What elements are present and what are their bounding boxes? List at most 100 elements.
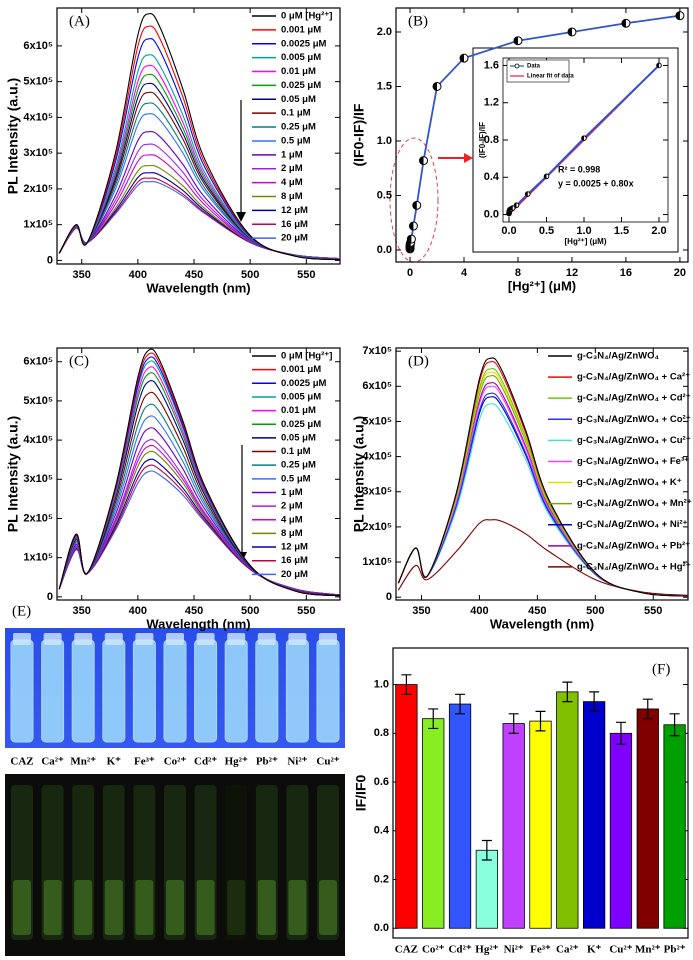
legend-label: Linear fit of data bbox=[527, 74, 574, 80]
bar bbox=[448, 703, 472, 929]
vial-cap bbox=[196, 633, 215, 645]
error-bar bbox=[455, 693, 466, 715]
bar bbox=[583, 701, 606, 929]
vial-cap bbox=[166, 633, 184, 645]
x-tick-label: 500 bbox=[241, 269, 259, 281]
vial-glow bbox=[196, 880, 215, 935]
vial bbox=[255, 639, 279, 743]
legend-label: g-C₃N₄/Ag/ZnWO₄ + Fe³⁺ bbox=[577, 456, 689, 467]
vial-label: Mn²⁺ bbox=[70, 756, 96, 768]
series-line bbox=[58, 348, 341, 597]
vial-glow bbox=[227, 880, 246, 935]
x-axis-label: Wavelength (nm) bbox=[490, 616, 594, 631]
y-axis-label: (IF0-IF)/IF bbox=[351, 103, 367, 166]
legend-label: 0.1 μM bbox=[281, 108, 311, 119]
vial bbox=[194, 639, 218, 743]
y-axis-label: PL Intensity (a.u.) bbox=[5, 78, 21, 194]
arrowhead bbox=[464, 153, 473, 163]
legend-marker bbox=[514, 63, 520, 69]
x-tick-label: K⁺ bbox=[587, 944, 602, 956]
y-tick-label: 1.5 bbox=[377, 80, 392, 92]
legend-label: 4 μM bbox=[281, 514, 303, 525]
y-tick-label: 0.4 bbox=[374, 825, 390, 837]
marker-half bbox=[412, 201, 417, 210]
plot-frame bbox=[56, 347, 341, 601]
marker-half bbox=[675, 11, 680, 20]
legend-label: g-C₃N₄/Ag/ZnWO₄ + Ni²⁺ bbox=[577, 519, 688, 530]
y-axis-label: PL Intensity (a.u.) bbox=[351, 416, 367, 532]
x-tick-label: Fe³⁺ bbox=[530, 944, 551, 956]
error-bar bbox=[401, 674, 412, 695]
y-tick-label: 1.0 bbox=[377, 135, 392, 147]
legend-label: 0.5 μM bbox=[281, 473, 311, 484]
error-bar bbox=[481, 839, 492, 861]
panel-label: (A) bbox=[69, 13, 90, 29]
vial-cap bbox=[74, 633, 93, 645]
y-tick-label: 0.2 bbox=[374, 873, 389, 885]
annotation: R² = 0.998 bbox=[558, 164, 600, 174]
legend-label: 0.001 μM bbox=[281, 24, 321, 35]
error-bar bbox=[669, 713, 680, 737]
x-tick-label: 400 bbox=[470, 605, 488, 617]
plot-frame bbox=[395, 347, 689, 601]
y-tick-label: 1x10⁵ bbox=[23, 219, 53, 231]
marker-half bbox=[621, 19, 626, 28]
vial-cap bbox=[227, 633, 246, 645]
vial-label: Hg²⁺ bbox=[225, 756, 248, 768]
marker-half bbox=[581, 135, 584, 141]
x-tick-label: 0.5 bbox=[539, 225, 554, 237]
x-tick-label: 4 bbox=[461, 267, 468, 279]
legend-label: 0.05 μM bbox=[281, 94, 316, 105]
arrowhead bbox=[236, 212, 246, 222]
x-axis-label: Wavelength (nm) bbox=[146, 280, 250, 295]
y-tick-label: 0.0 bbox=[374, 922, 389, 934]
legend-label: 2 μM bbox=[281, 163, 303, 174]
vial-dark bbox=[255, 785, 278, 940]
y-tick-label: 4x10⁵ bbox=[23, 111, 53, 123]
vial bbox=[163, 639, 187, 743]
vial bbox=[316, 639, 340, 743]
vial-label: Cu²⁺ bbox=[316, 756, 339, 768]
legend-label: g-C₃N₄/Ag/ZnWO₄ + Cd²⁺ bbox=[577, 393, 691, 404]
legend-label: Data bbox=[527, 64, 541, 70]
vial bbox=[224, 639, 248, 743]
legend-label: 12 μM bbox=[281, 205, 308, 216]
vial-label: CAZ bbox=[10, 756, 33, 768]
y-tick-label: 0 bbox=[386, 591, 392, 603]
x-tick-label: 550 bbox=[644, 605, 662, 617]
vial-dark bbox=[286, 785, 309, 940]
vial bbox=[132, 639, 156, 743]
y-tick-label: 3x10⁵ bbox=[362, 486, 392, 498]
plot-frame bbox=[56, 7, 341, 265]
vial-label: K⁺ bbox=[107, 756, 122, 768]
legend-label: 1 μM bbox=[281, 149, 303, 160]
x-tick-label: 1.0 bbox=[576, 225, 591, 237]
y-tick-label: 0 bbox=[47, 254, 53, 266]
legend-label: 0.1 μM bbox=[281, 446, 311, 457]
y-tick-label: 2x10⁵ bbox=[23, 512, 53, 524]
marker-half bbox=[513, 36, 518, 45]
y-tick-label: 1.0 bbox=[374, 678, 389, 690]
vial-glow bbox=[319, 880, 337, 935]
marker-half bbox=[407, 235, 412, 244]
bar bbox=[502, 723, 525, 929]
y-axis-label: IF/IF0 bbox=[353, 775, 369, 812]
series-line bbox=[58, 12, 341, 261]
y-tick-label: 7x10⁵ bbox=[362, 345, 392, 357]
x-tick-label: 550 bbox=[297, 605, 315, 617]
legend-label: 0.25 μM bbox=[281, 460, 316, 471]
x-tick-label: Ca²⁺ bbox=[556, 944, 579, 956]
x-tick-label: CAZ bbox=[395, 944, 418, 956]
marker-half bbox=[433, 82, 438, 91]
bar bbox=[422, 718, 445, 929]
y-tick-label: 0.6 bbox=[374, 776, 389, 788]
vial bbox=[71, 639, 95, 743]
vial-cap bbox=[319, 633, 337, 645]
panel-label: (B) bbox=[408, 13, 428, 29]
y-tick-label: 2x10⁵ bbox=[362, 521, 392, 533]
vial bbox=[10, 639, 34, 743]
y-tick-label: 5x10⁵ bbox=[23, 395, 53, 407]
x-tick-label: 16 bbox=[620, 267, 632, 279]
x-tick-label: 350 bbox=[73, 605, 91, 617]
vial-dark bbox=[102, 785, 125, 940]
